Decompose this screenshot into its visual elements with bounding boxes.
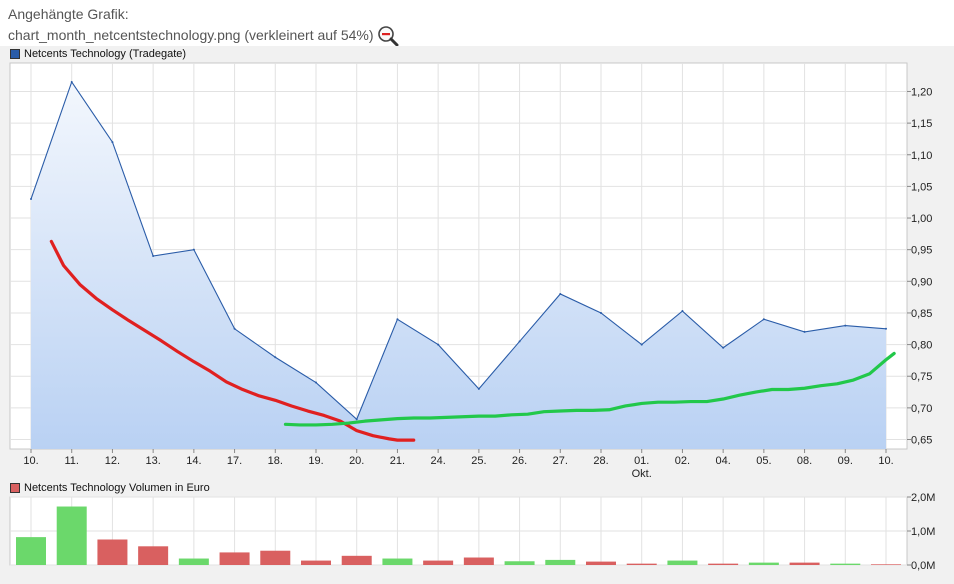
price-point [315,381,317,384]
price-xtick-label: 19. [308,455,323,467]
volume-legend: Netcents Technology Volumen in Euro [10,482,210,494]
price-xtick-label: 13. [145,455,160,467]
price-point [844,324,847,327]
volume-bar [871,564,901,565]
volume-bar [545,559,576,565]
price-xtick-label: 25. [471,455,486,467]
price-point [274,356,277,359]
price-xtick-label: 10. [878,455,893,467]
price-point [640,343,643,346]
price-xtick-label: 04. [715,455,730,467]
price-xtick-label: 27. [553,455,568,467]
volume-bar [219,552,250,565]
price-xtick-label: 09. [838,455,853,467]
volume-bar [789,562,820,565]
volume-bar [260,550,291,565]
volume-bar [748,562,779,565]
price-point [885,327,887,330]
volume-ytick-label: 0,0M [911,560,935,572]
chart-svg: 0,65 0,70 0,75 0,80 0,85 0,90 0,95 1,00 1,05 1,10… [9,62,935,572]
price-point [437,343,440,346]
volume-bar [97,539,128,565]
price-xtick-label: 11. [64,455,78,467]
volume-bar [382,558,413,565]
price-point [192,248,195,251]
volume-bar [667,560,698,565]
price-xtick-label: 20. [349,455,364,467]
price-point [681,310,684,313]
price-point [355,418,358,421]
price-point [600,311,602,314]
price-ytick-label: 0,95 [911,245,932,257]
price-point [722,346,725,349]
volume-ytick-label: 1,0M [911,526,935,538]
volume-bar [708,563,739,565]
price-xtick-label: 02. [675,455,690,467]
volume-bar [504,561,535,565]
volume-bar [178,558,209,565]
month-label: Okt. [632,468,652,480]
price-point [803,330,806,333]
price-point [152,255,155,257]
attachment-caption: Angehängte Grafik: chart_month_netcentst… [8,5,399,47]
chart-panel: Netcents Technology (Tradegate) Netcents… [0,46,954,584]
volume-bar [56,506,87,565]
volume-bar [16,537,46,565]
volume-legend-swatch [10,483,20,493]
price-xtick-label: 12. [105,455,120,467]
price-xtick-label: 08. [797,455,812,467]
price-ytick-label: 1,10 [911,150,932,162]
price-xtick-label: 28. [593,455,608,467]
price-ytick-label: 0,90 [911,276,932,288]
price-xtick-label: 21. [390,455,405,467]
volume-bar [301,560,331,565]
price-point [30,198,32,201]
price-point [477,387,480,390]
volume-bar [626,563,657,565]
volume-ytick-label: 2,0M [911,492,935,504]
volume-bar [423,560,454,565]
price-xtick-label: 05. [756,455,771,467]
volume-bar [138,546,169,565]
price-point [762,318,765,321]
uptrend-trend-line [283,351,896,427]
price-ytick-label: 0,75 [911,371,932,383]
price-xtick-label: 01. [634,455,649,467]
price-chart-title: Netcents Technology (Tradegate) [24,48,187,60]
price-point [111,141,114,144]
price-xtick-label: 24. [430,455,445,467]
downtrend-trend-line [49,239,416,442]
volume-bar [830,563,861,565]
volume-bar [341,555,372,565]
zoom-out-icon[interactable] [377,25,399,47]
price-xtick-label: 14. [186,455,201,467]
price-xtick-label: 18. [268,455,283,467]
price-legend: Netcents Technology (Tradegate) [10,48,186,60]
price-ytick-label: 0,85 [911,308,932,320]
volume-bar [463,557,494,565]
price-point [396,318,399,321]
price-xtick-label: 26. [512,455,527,467]
attachment-filename[interactable]: chart_month_netcentstechnology.png (verk… [8,26,374,43]
price-xtick-label: 17. [227,455,242,467]
price-point [233,327,236,330]
price-legend-swatch [10,49,20,59]
price-xtick-label: 10. [23,455,38,467]
price-ytick-label: 1,15 [911,118,932,130]
volume-bar [586,561,616,565]
price-line [30,80,887,421]
price-point [559,292,562,295]
price-point [70,80,73,83]
price-ytick-label: 0,70 [911,403,932,415]
price-ytick-label: 1,20 [911,86,932,98]
caption-label: Angehängte Grafik: [8,6,129,22]
volume-chart-title: Netcents Technology Volumen in Euro [24,482,210,494]
price-point [518,340,521,343]
price-ytick-label: 1,00 [911,213,932,225]
price-ytick-label: 1,05 [911,181,932,193]
price-ytick-label: 0,65 [911,435,932,447]
price-area-fill [31,81,886,449]
price-ytick-label: 0,80 [911,340,932,352]
